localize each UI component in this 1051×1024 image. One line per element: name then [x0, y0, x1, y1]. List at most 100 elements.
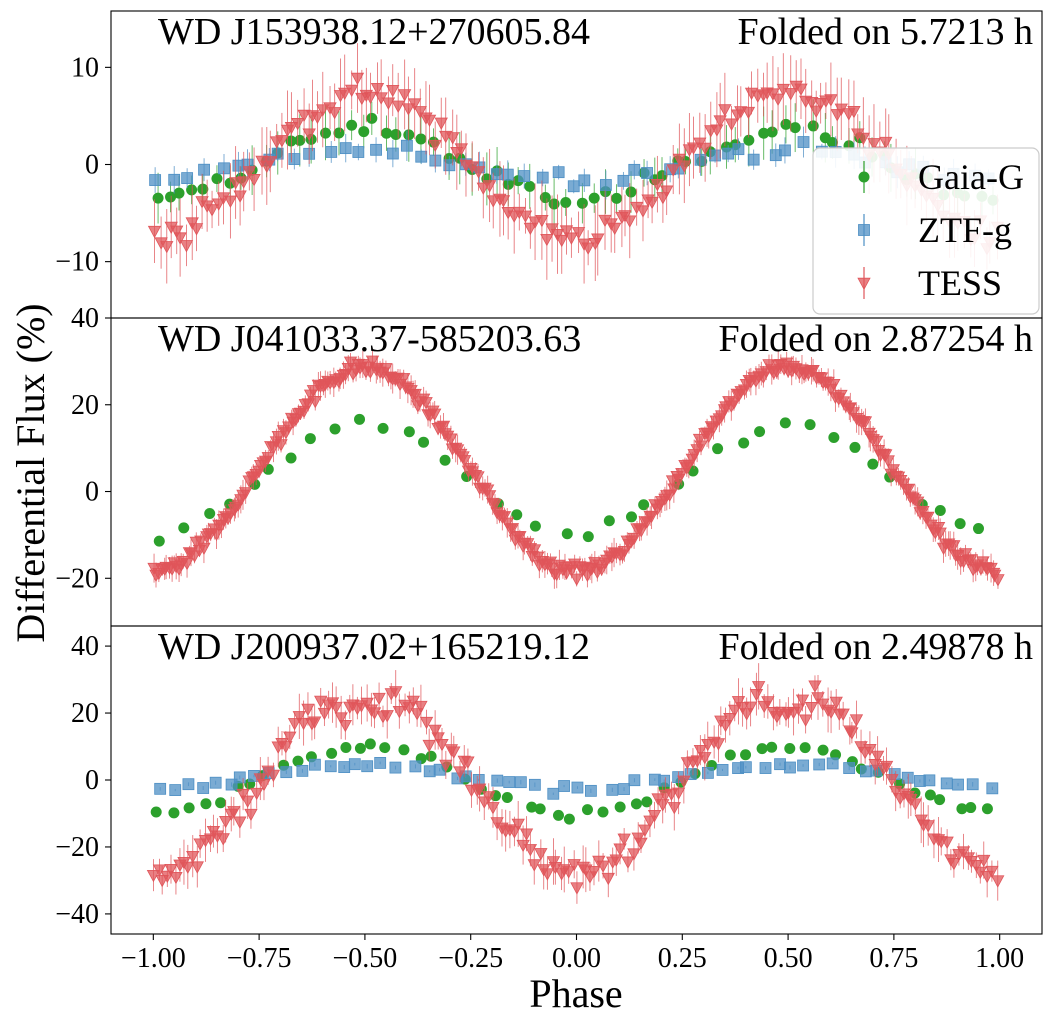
data-point [233, 771, 246, 784]
data-point [365, 355, 380, 368]
data-point [570, 573, 584, 586]
data-point [784, 88, 798, 101]
data-point [169, 871, 183, 885]
data-point [392, 705, 407, 719]
data-point [400, 139, 413, 152]
data-point [186, 850, 200, 864]
data-point [453, 766, 467, 779]
data-point [511, 509, 523, 521]
data-point [634, 837, 648, 851]
data-point [149, 174, 162, 186]
data-point [563, 813, 575, 825]
data-point [759, 762, 772, 774]
data-point [952, 778, 964, 791]
data-point [333, 127, 345, 139]
data-point [791, 703, 806, 716]
data-point [723, 713, 737, 726]
y-axis-label: Differential Flux (%) [8, 303, 53, 642]
data-point [535, 215, 549, 228]
data-point [908, 798, 923, 811]
data-point [288, 153, 301, 165]
data-point [428, 408, 442, 421]
data-point [348, 758, 361, 771]
data-point [867, 458, 879, 470]
data-point [181, 861, 195, 875]
data-point [317, 707, 332, 721]
data-point [436, 420, 451, 434]
data-point [741, 106, 756, 120]
data-point [471, 471, 485, 484]
data-point [923, 774, 936, 787]
data-point [285, 452, 297, 464]
data-point [211, 173, 223, 185]
y-tick-label: 10 [71, 52, 99, 83]
data-point [482, 180, 497, 193]
data-point [701, 766, 714, 779]
data-point [804, 702, 819, 715]
data-point [225, 778, 238, 791]
data-point [486, 802, 500, 815]
data-point [991, 574, 1005, 587]
data-point [940, 836, 954, 849]
data-point [809, 105, 823, 118]
data-point [784, 743, 796, 755]
data-point [921, 820, 935, 833]
data-point [233, 816, 247, 829]
data-point [694, 153, 707, 166]
data-point [389, 686, 403, 699]
data-point [310, 111, 325, 125]
data-point [667, 802, 681, 815]
data-point [325, 146, 338, 158]
data-point [789, 122, 801, 134]
data-point [352, 146, 365, 158]
data-point [439, 759, 453, 773]
data-point [380, 710, 394, 723]
data-point [173, 232, 187, 245]
data-point [630, 798, 642, 810]
data-point [154, 782, 167, 795]
data-point [570, 882, 584, 895]
data-point [527, 859, 541, 872]
data-point [552, 166, 565, 179]
data-point [329, 423, 341, 435]
data-point [584, 784, 597, 797]
data-point [747, 153, 760, 166]
data-point [511, 818, 525, 832]
data-point [435, 739, 449, 752]
data-point [879, 760, 894, 774]
data-point [488, 499, 502, 512]
data-point [921, 511, 935, 525]
data-point [502, 178, 514, 190]
data-point [571, 227, 586, 240]
data-point [491, 774, 504, 787]
data-point [591, 233, 605, 246]
data-point [391, 100, 405, 113]
data-point [329, 701, 343, 715]
data-point [518, 170, 531, 182]
data-point [966, 778, 979, 791]
y-tick-label: 20 [71, 698, 99, 729]
data-point [813, 758, 826, 771]
data-point [526, 801, 538, 813]
data-point [381, 127, 393, 139]
data-point [779, 144, 791, 157]
data-point [205, 204, 219, 217]
data-point [354, 413, 366, 425]
data-point [934, 504, 946, 516]
data-point [641, 796, 653, 808]
data-point [370, 143, 382, 156]
data-point [539, 192, 551, 204]
data-point [168, 173, 181, 186]
data-point [828, 432, 840, 444]
y-tick-label: 0 [85, 150, 99, 181]
data-point [571, 781, 584, 794]
data-point [292, 711, 306, 724]
data-point [447, 746, 461, 759]
data-point [743, 134, 755, 146]
data-point [419, 397, 433, 410]
y-tick-label: 0 [85, 765, 99, 796]
data-point [398, 744, 410, 756]
data-point [160, 241, 174, 254]
data-point [280, 766, 293, 779]
